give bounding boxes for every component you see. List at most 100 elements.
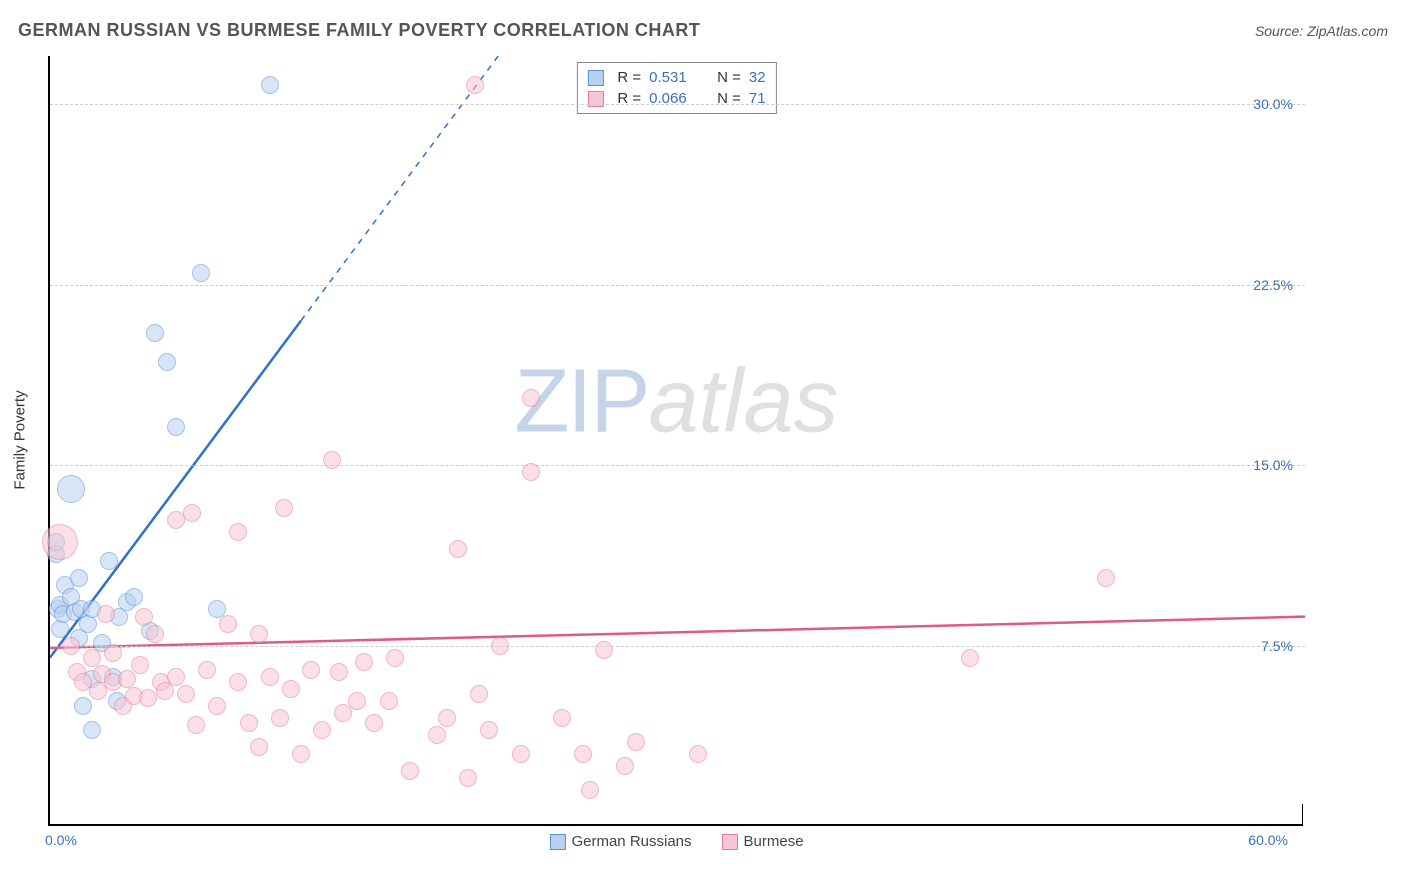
watermark: ZIPatlas [514, 350, 838, 453]
data-point [330, 663, 348, 681]
data-point [208, 697, 226, 715]
data-point [100, 552, 118, 570]
data-point [334, 704, 352, 722]
data-point [187, 716, 205, 734]
data-point [261, 668, 279, 686]
data-point [355, 653, 373, 671]
data-point [177, 685, 195, 703]
legend-item: Burmese [722, 833, 804, 850]
data-point [512, 745, 530, 763]
data-point [961, 649, 979, 667]
data-point [616, 757, 634, 775]
data-point [271, 709, 289, 727]
data-point [229, 673, 247, 691]
data-point [491, 637, 509, 655]
data-point [302, 661, 320, 679]
data-point [581, 781, 599, 799]
data-point [282, 680, 300, 698]
data-point [480, 721, 498, 739]
data-point [522, 463, 540, 481]
data-point [83, 649, 101, 667]
data-point [131, 656, 149, 674]
data-point [466, 76, 484, 94]
data-point [459, 769, 477, 787]
data-point [428, 726, 446, 744]
correlation-legend: R = 0.531 N = 32 R =0.066N =71 [576, 62, 776, 114]
data-point [627, 733, 645, 751]
correlation-row: R =0.066N =71 [587, 88, 765, 109]
data-point [97, 605, 115, 623]
data-point [275, 499, 293, 517]
r-label: R = [617, 69, 641, 86]
data-point [595, 641, 613, 659]
y-tick-label: 15.0% [1253, 457, 1293, 473]
data-point [167, 511, 185, 529]
data-point [62, 637, 80, 655]
legend-label: German Russians [571, 833, 691, 850]
chart-title: GERMAN RUSSIAN VS BURMESE FAMILY POVERTY… [18, 20, 700, 41]
data-point [553, 709, 571, 727]
data-point [192, 264, 210, 282]
data-point [158, 353, 176, 371]
x-tick-min: 0.0% [45, 832, 77, 848]
data-point [380, 692, 398, 710]
plot-container: Family Poverty ZIPatlas R =0.531N =32R =… [48, 56, 1348, 826]
axis-right-tick [1302, 804, 1303, 824]
y-axis-label: Family Poverty [12, 390, 29, 489]
data-point [42, 524, 78, 560]
trend-lines [50, 56, 1305, 826]
n-value: 32 [749, 69, 766, 86]
chart-header: GERMAN RUSSIAN VS BURMESE FAMILY POVERTY… [18, 20, 1388, 41]
data-point [292, 745, 310, 763]
x-tick-max: 60.0% [1248, 832, 1288, 848]
gridline [50, 285, 1305, 286]
data-point [57, 475, 85, 503]
n-label: N = [717, 69, 741, 86]
legend-swatch [587, 70, 603, 86]
data-point [1097, 569, 1115, 587]
data-point [240, 714, 258, 732]
legend-swatch [549, 834, 565, 850]
data-point [167, 668, 185, 686]
gridline [50, 465, 1305, 466]
watermark-atlas: atlas [648, 351, 838, 451]
data-point [689, 745, 707, 763]
gridline [50, 104, 1305, 105]
data-point [348, 692, 366, 710]
data-point [261, 76, 279, 94]
plot-area: Family Poverty ZIPatlas R =0.531N =32R =… [48, 56, 1303, 826]
data-point [574, 745, 592, 763]
data-point [146, 625, 164, 643]
legend-item: German Russians [549, 833, 691, 850]
data-point [250, 625, 268, 643]
data-point [135, 608, 153, 626]
r-value: 0.531 [649, 69, 699, 86]
correlation-row: R = 0.531 N = 32 [587, 67, 765, 88]
data-point [229, 523, 247, 541]
data-point [198, 661, 216, 679]
data-point [118, 670, 136, 688]
data-point [74, 697, 92, 715]
data-point [438, 709, 456, 727]
data-point [522, 389, 540, 407]
data-point [219, 615, 237, 633]
series-legend: German Russians Burmese [549, 833, 803, 850]
data-point [139, 689, 157, 707]
data-point [167, 418, 185, 436]
data-point [386, 649, 404, 667]
chart-source: Source: ZipAtlas.com [1255, 23, 1388, 39]
legend-label: Burmese [744, 833, 804, 850]
data-point [313, 721, 331, 739]
legend-swatch [722, 834, 738, 850]
data-point [449, 540, 467, 558]
data-point [365, 714, 383, 732]
data-point [146, 324, 164, 342]
data-point [83, 721, 101, 739]
data-point [470, 685, 488, 703]
data-point [401, 762, 419, 780]
data-point [125, 588, 143, 606]
data-point [183, 504, 201, 522]
data-point [323, 451, 341, 469]
data-point [250, 738, 268, 756]
gridline [50, 646, 1305, 647]
